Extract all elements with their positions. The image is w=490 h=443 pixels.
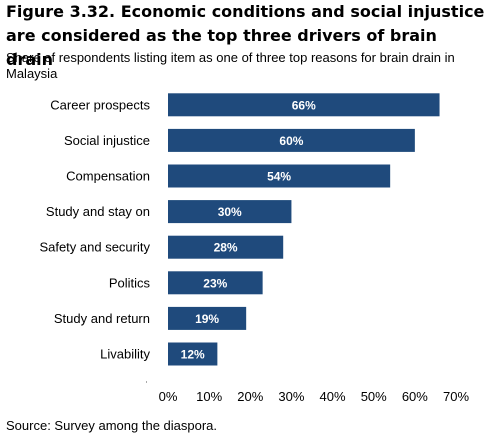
category-label: Study and return: [54, 311, 150, 326]
bar: [168, 93, 440, 117]
bars-group: [168, 93, 440, 366]
category-label: Livability: [100, 347, 150, 362]
bar-value-label: 66%: [292, 98, 316, 112]
bar: [168, 164, 391, 188]
category-label: Career prospects: [50, 97, 150, 112]
bar: [168, 306, 247, 330]
category-labels-group: Career prospects Social injustice Compensa…: [39, 97, 150, 361]
bar-value-label: 28%: [214, 241, 238, 255]
bar: [168, 271, 263, 295]
bar: [168, 235, 284, 259]
category-label: Politics: [109, 275, 151, 290]
bar: [168, 200, 292, 224]
category-label: Social injustice: [64, 133, 150, 148]
x-tick-label: 60%: [402, 389, 428, 404]
x-tick-label: 0%: [159, 389, 178, 404]
category-label: Safety and security: [39, 240, 150, 255]
x-tick-label: 30%: [278, 389, 304, 404]
category-label: Study and stay on: [46, 204, 150, 219]
x-tick-label: 70%: [443, 389, 469, 404]
category-label: Compensation: [66, 169, 150, 184]
bar-value-label: 54%: [267, 170, 291, 184]
chart-title: Figure 3.32. Economic conditions and soc…: [6, 2, 485, 69]
x-tick-label: 40%: [320, 389, 346, 404]
x-axis: 0% 10% 20% 30% 40% 50% 60% 70%: [146, 381, 469, 404]
bar: [168, 342, 218, 366]
bar-value-label: 23%: [203, 276, 227, 290]
bar: [168, 128, 415, 152]
bar-value-label: 19%: [195, 312, 219, 326]
bar-value-label: 30%: [218, 205, 242, 219]
x-tick-label: 20%: [237, 389, 263, 404]
data-labels-group: 66% 60% 54% 30% 28% 23% 19% 12%: [181, 98, 316, 361]
x-tick-label: 50%: [361, 389, 387, 404]
bar-value-label: 60%: [279, 134, 303, 148]
x-tick-label: 10%: [196, 389, 222, 404]
source-note: Source: Survey among the diaspora.: [6, 418, 218, 433]
bar-value-label: 12%: [181, 348, 205, 362]
chart-subtitle: Share of respondents listing item as one…: [6, 50, 455, 81]
